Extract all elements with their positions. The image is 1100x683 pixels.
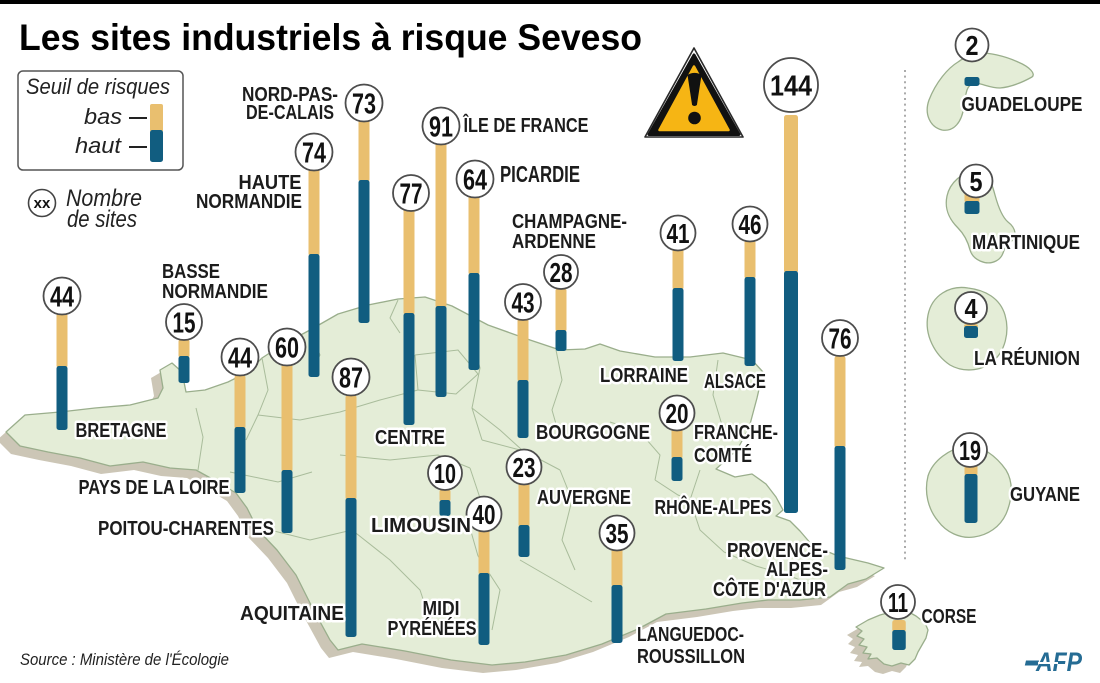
svg-text:19: 19: [959, 435, 981, 466]
svg-text:ARDENNE: ARDENNE: [512, 231, 596, 253]
svg-text:LORRAINE: LORRAINE: [600, 365, 688, 387]
svg-text:15: 15: [173, 307, 196, 339]
svg-text:73: 73: [352, 88, 376, 120]
svg-text:HAUTE: HAUTE: [239, 172, 302, 194]
svg-text:43: 43: [512, 287, 535, 319]
svg-text:PAYS DE LA LOIRE: PAYS DE LA LOIRE: [79, 477, 230, 499]
svg-text:GUADELOUPE: GUADELOUPE: [962, 94, 1083, 116]
svg-text:44: 44: [50, 281, 74, 313]
svg-text:PYRÉNÉES: PYRÉNÉES: [388, 617, 477, 640]
svg-text:bas: bas: [84, 104, 122, 129]
svg-text:11: 11: [888, 587, 908, 618]
svg-text:NORMANDIE: NORMANDIE: [196, 191, 302, 213]
svg-text:POITOU-CHARENTES: POITOU-CHARENTES: [98, 518, 274, 540]
svg-text:COMTÉ: COMTÉ: [694, 444, 752, 467]
svg-text:MIDI: MIDI: [423, 598, 460, 620]
svg-text:NORD-PAS-: NORD-PAS-: [242, 84, 338, 106]
svg-text:NORMANDIE: NORMANDIE: [162, 281, 268, 303]
svg-text:AUVERGNE: AUVERGNE: [537, 487, 631, 509]
svg-text:76: 76: [829, 323, 852, 355]
svg-text:35: 35: [606, 518, 629, 549]
svg-text:RHÔNE-ALPES: RHÔNE-ALPES: [655, 495, 772, 519]
svg-text:28: 28: [550, 257, 573, 288]
svg-text:Nombre: Nombre: [66, 185, 142, 212]
svg-text:ROUSSILLON: ROUSSILLON: [637, 646, 745, 668]
svg-text:CORSE: CORSE: [922, 606, 977, 628]
svg-text:DE-CALAIS: DE-CALAIS: [246, 102, 334, 124]
svg-text:MARTINIQUE: MARTINIQUE: [972, 232, 1080, 254]
svg-text:PROVENCE-: PROVENCE-: [727, 540, 828, 562]
svg-text:FRANCHE-: FRANCHE-: [694, 422, 778, 444]
svg-text:CENTRE: CENTRE: [375, 427, 445, 449]
svg-text:ALSACE: ALSACE: [704, 371, 766, 393]
svg-text:144: 144: [770, 70, 812, 102]
svg-text:10: 10: [434, 458, 456, 489]
svg-text:LA RÉUNION: LA RÉUNION: [974, 347, 1080, 370]
svg-text:PICARDIE: PICARDIE: [500, 161, 580, 187]
svg-text:Les sites industriels à risque: Les sites industriels à risque Seveso: [19, 17, 642, 58]
svg-text:GUYANE: GUYANE: [1010, 484, 1080, 506]
svg-text:ÎLE DE FRANCE: ÎLE DE FRANCE: [463, 113, 589, 137]
svg-text:de sites: de sites: [67, 206, 137, 233]
svg-text:2: 2: [966, 30, 979, 61]
svg-text:41: 41: [667, 218, 690, 249]
svg-text:87: 87: [339, 362, 363, 394]
svg-text:4: 4: [965, 293, 978, 324]
svg-text:CÔTE D'AZUR: CÔTE D'AZUR: [713, 577, 826, 601]
svg-text:BRETAGNE: BRETAGNE: [76, 420, 167, 442]
svg-text:xx: xx: [34, 195, 51, 212]
svg-text:BASSE: BASSE: [162, 261, 220, 283]
svg-text:Seuil de risques: Seuil de risques: [26, 74, 170, 99]
svg-text:LIMOUSIN: LIMOUSIN: [371, 515, 471, 537]
svg-text:77: 77: [400, 178, 423, 210]
svg-text:5: 5: [970, 166, 983, 197]
svg-text:60: 60: [275, 332, 299, 364]
svg-text:46: 46: [739, 209, 762, 240]
svg-text:23: 23: [513, 452, 536, 483]
svg-text:74: 74: [302, 137, 326, 169]
svg-text:20: 20: [666, 398, 689, 429]
svg-text:AQUITAINE: AQUITAINE: [240, 603, 344, 625]
svg-text:91: 91: [429, 111, 453, 143]
svg-text:44: 44: [228, 342, 252, 374]
svg-text:64: 64: [463, 164, 487, 196]
svg-text:LANGUEDOC-: LANGUEDOC-: [637, 624, 744, 646]
svg-text:haut: haut: [75, 133, 122, 158]
svg-text:CHAMPAGNE-: CHAMPAGNE-: [512, 211, 627, 233]
svg-text:ALPES-: ALPES-: [766, 559, 828, 581]
svg-text:BOURGOGNE: BOURGOGNE: [536, 422, 650, 444]
svg-text:Source : Ministère de l'Écolog: Source : Ministère de l'Écologie: [20, 650, 229, 669]
svg-text:40: 40: [473, 499, 496, 530]
